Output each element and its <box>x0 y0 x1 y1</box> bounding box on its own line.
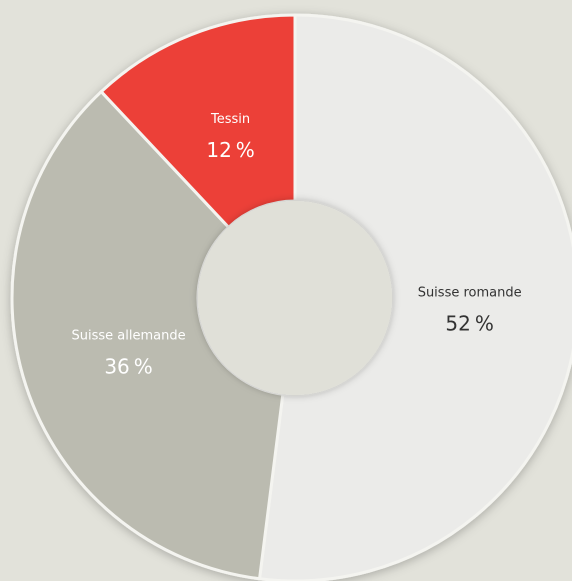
slice-name: Suisse romande <box>418 285 522 300</box>
slice-value: 36 % <box>104 355 152 379</box>
slice-value: 52 % <box>445 311 493 335</box>
slice-name: Suisse allemande <box>72 329 186 344</box>
slice-name: Tessin <box>210 112 250 127</box>
labels: Suisse romande 52 % Suisse allemande 36 % Te… <box>72 112 522 379</box>
donut-hole <box>198 201 392 395</box>
slice-value: 12 % <box>206 138 254 162</box>
